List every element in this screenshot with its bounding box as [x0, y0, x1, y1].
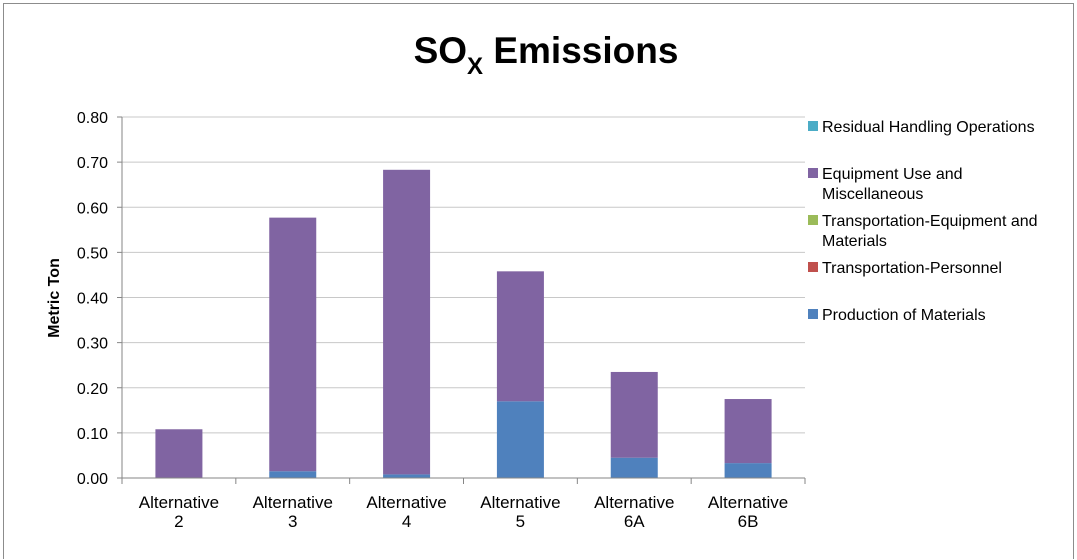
bar-segment [610, 371, 658, 458]
y-tick-label: 0.40 [77, 291, 108, 308]
legend-label: Residual Handling Operations [822, 119, 1035, 136]
y-tick-label: 0.70 [77, 155, 108, 172]
bar-segment [724, 399, 772, 464]
x-category-label: Alternative 5 [480, 493, 560, 531]
bar-segment [610, 457, 658, 478]
legend-swatch [808, 121, 818, 131]
y-tick-label: 0.30 [77, 336, 108, 353]
y-tick-label: 0.50 [77, 245, 108, 262]
legend-swatch [808, 215, 818, 225]
bar-segment [496, 271, 544, 402]
y-tick-label: 0.60 [77, 200, 108, 217]
x-category-label: Alternative 3 [253, 493, 333, 531]
bar-segment [383, 169, 431, 475]
legend-swatch [808, 168, 818, 178]
x-category-label: Alternative 2 [139, 493, 219, 531]
x-category-label: Alternative 4 [366, 493, 446, 531]
y-tick-label: 0.80 [77, 110, 108, 127]
bar-segment [724, 463, 772, 478]
bar-segment [269, 471, 317, 478]
legend-label: Production of Materials [822, 307, 986, 324]
chart-title: SOX Emissions [414, 30, 679, 80]
legend-label: Equipment Use and Miscellaneous [822, 166, 963, 203]
bar-segment [383, 474, 431, 478]
bar-segment [496, 401, 544, 478]
legend-label: Transportation-Equipment and Materials [822, 213, 1038, 250]
x-category-label: Alternative 6A [594, 493, 674, 531]
chart-frame [3, 3, 1074, 559]
bar-segment [269, 217, 317, 472]
legend-swatch [808, 262, 818, 272]
y-tick-label: 0.00 [77, 471, 108, 488]
y-tick-label: 0.10 [77, 426, 108, 443]
y-tick-label: 0.20 [77, 381, 108, 398]
y-axis-title: Metric Ton [46, 258, 63, 338]
bar-segment [155, 429, 203, 478]
legend-label: Transportation-Personnel [822, 260, 1002, 277]
legend-swatch [808, 309, 818, 319]
x-category-label: Alternative 6B [708, 493, 788, 531]
